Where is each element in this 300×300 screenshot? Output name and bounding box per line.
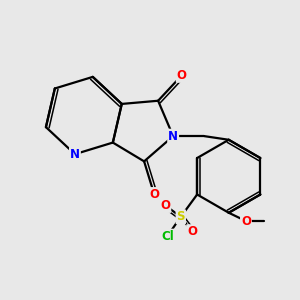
Text: O: O	[149, 188, 159, 201]
Text: Cl: Cl	[161, 230, 174, 243]
Text: O: O	[187, 225, 197, 238]
Text: N: N	[168, 130, 178, 142]
Text: O: O	[177, 69, 187, 82]
Text: O: O	[241, 214, 251, 228]
Text: N: N	[70, 148, 80, 161]
Text: O: O	[160, 199, 170, 212]
Text: S: S	[176, 210, 185, 223]
